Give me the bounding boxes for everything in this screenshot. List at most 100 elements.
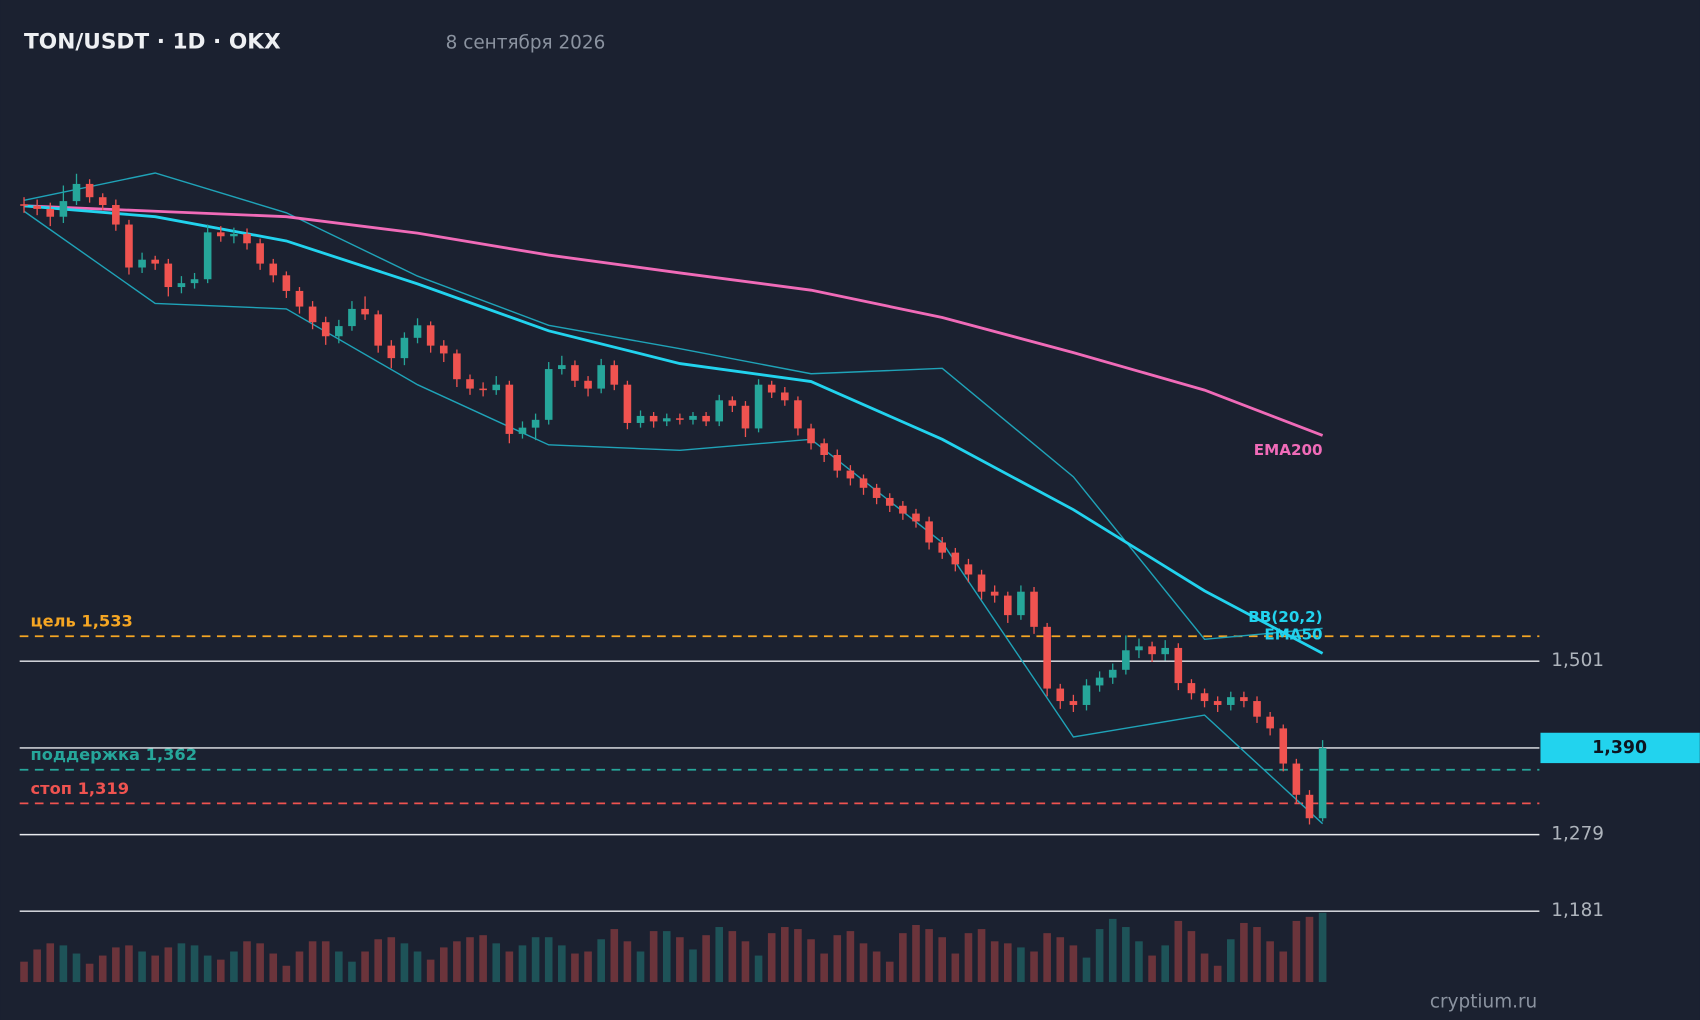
volume-bar <box>885 961 894 983</box>
volume-bar <box>636 951 645 983</box>
volume-bar <box>151 955 159 983</box>
volume-bar <box>1095 929 1104 983</box>
candle-body <box>597 365 605 389</box>
volume-bar <box>938 937 947 983</box>
candle-body <box>282 275 291 291</box>
volume-bar <box>558 945 566 983</box>
candle-body <box>807 428 815 444</box>
candle-body <box>1004 595 1012 616</box>
last-price-badge <box>1540 732 1700 764</box>
volume-bar <box>243 941 251 983</box>
volume-bar <box>518 945 527 983</box>
volume-bar <box>1043 933 1051 983</box>
candle-body <box>85 183 94 198</box>
candle-body <box>1030 591 1038 627</box>
volume-bar <box>46 943 55 983</box>
volume-bar <box>256 943 264 983</box>
volume-bar <box>728 931 737 983</box>
volume-bar <box>1069 945 1078 983</box>
candle-body <box>689 415 697 420</box>
candle-body <box>98 197 107 206</box>
candle-body <box>544 369 553 420</box>
volume-bar <box>912 925 920 983</box>
candle-body <box>203 232 212 280</box>
volume-bar <box>820 953 828 983</box>
candle-body <box>177 283 186 288</box>
volume-bar <box>453 941 461 983</box>
volume-bar <box>1161 945 1169 983</box>
candle-body <box>453 353 461 380</box>
volume-bar <box>1148 955 1156 983</box>
candle-body <box>1279 728 1288 764</box>
volume-bar <box>754 955 763 983</box>
volume-bar <box>1017 947 1025 983</box>
candle-body <box>374 314 382 346</box>
candle-body <box>754 384 763 429</box>
candle-body <box>151 259 159 264</box>
volume-bar <box>1279 951 1288 983</box>
volume-bar <box>1174 920 1183 983</box>
candle-body <box>125 224 133 268</box>
volume-bar <box>1108 918 1117 983</box>
candle-body <box>33 205 41 209</box>
volume-bar <box>781 927 789 983</box>
volume-bar <box>230 951 238 983</box>
volume-bar <box>413 951 422 983</box>
candle-body <box>72 183 81 202</box>
candle-body <box>1292 763 1301 795</box>
volume-bar <box>1266 941 1274 983</box>
candle-body <box>990 591 999 596</box>
volume-bar <box>702 935 710 983</box>
volume-bar <box>1305 916 1314 983</box>
volume-bar <box>177 943 186 983</box>
y-tick-label: 1,181 <box>1551 900 1604 921</box>
candle-body <box>348 308 356 327</box>
candle-body <box>269 263 278 276</box>
volume-bar <box>571 953 579 983</box>
volume-bar <box>872 951 881 983</box>
candle-body <box>1135 646 1143 651</box>
candle-body <box>794 400 802 429</box>
volume-bar <box>138 951 146 983</box>
candle-body <box>230 233 238 237</box>
volume-bar <box>925 929 933 983</box>
volume-bar <box>400 943 409 983</box>
volume-bar <box>374 939 382 983</box>
candle-body <box>1305 794 1314 819</box>
candle-body <box>1082 685 1091 705</box>
volume-bar <box>1082 957 1091 983</box>
candle-body <box>400 337 409 359</box>
volume-bar <box>361 951 369 983</box>
volume-bar <box>479 935 487 983</box>
volume-bar <box>492 943 501 983</box>
volume-bar <box>203 955 212 983</box>
volume-bar <box>85 963 94 983</box>
candle-body <box>138 259 146 268</box>
candle-body <box>1266 716 1274 729</box>
candle-body <box>295 290 304 307</box>
candle-body <box>649 415 658 422</box>
volume-bar <box>1213 965 1222 983</box>
volume-bar <box>1253 927 1261 983</box>
volume-bar <box>964 933 973 983</box>
volume-bar <box>125 945 133 983</box>
candle-body <box>610 365 619 385</box>
candle-body <box>505 384 514 434</box>
y-tick-label: 1,279 <box>1551 824 1604 845</box>
volume-bar <box>1226 939 1235 983</box>
volume-bar <box>20 961 28 983</box>
volume-bar <box>846 931 855 983</box>
candle-body <box>1200 693 1209 702</box>
volume-bar <box>295 951 304 983</box>
legend-label: EMA200 <box>1254 441 1323 459</box>
candle-body <box>885 497 894 506</box>
candle-body <box>361 308 369 315</box>
candle-body <box>925 521 933 543</box>
candle-body <box>321 322 330 337</box>
volume-bar <box>321 941 330 983</box>
candle-body <box>636 415 645 423</box>
volume-bar <box>899 933 907 983</box>
chart-title: TON/USDT · 1D · OKX <box>24 29 281 54</box>
candle-body <box>833 454 842 471</box>
candle-body <box>702 415 710 422</box>
